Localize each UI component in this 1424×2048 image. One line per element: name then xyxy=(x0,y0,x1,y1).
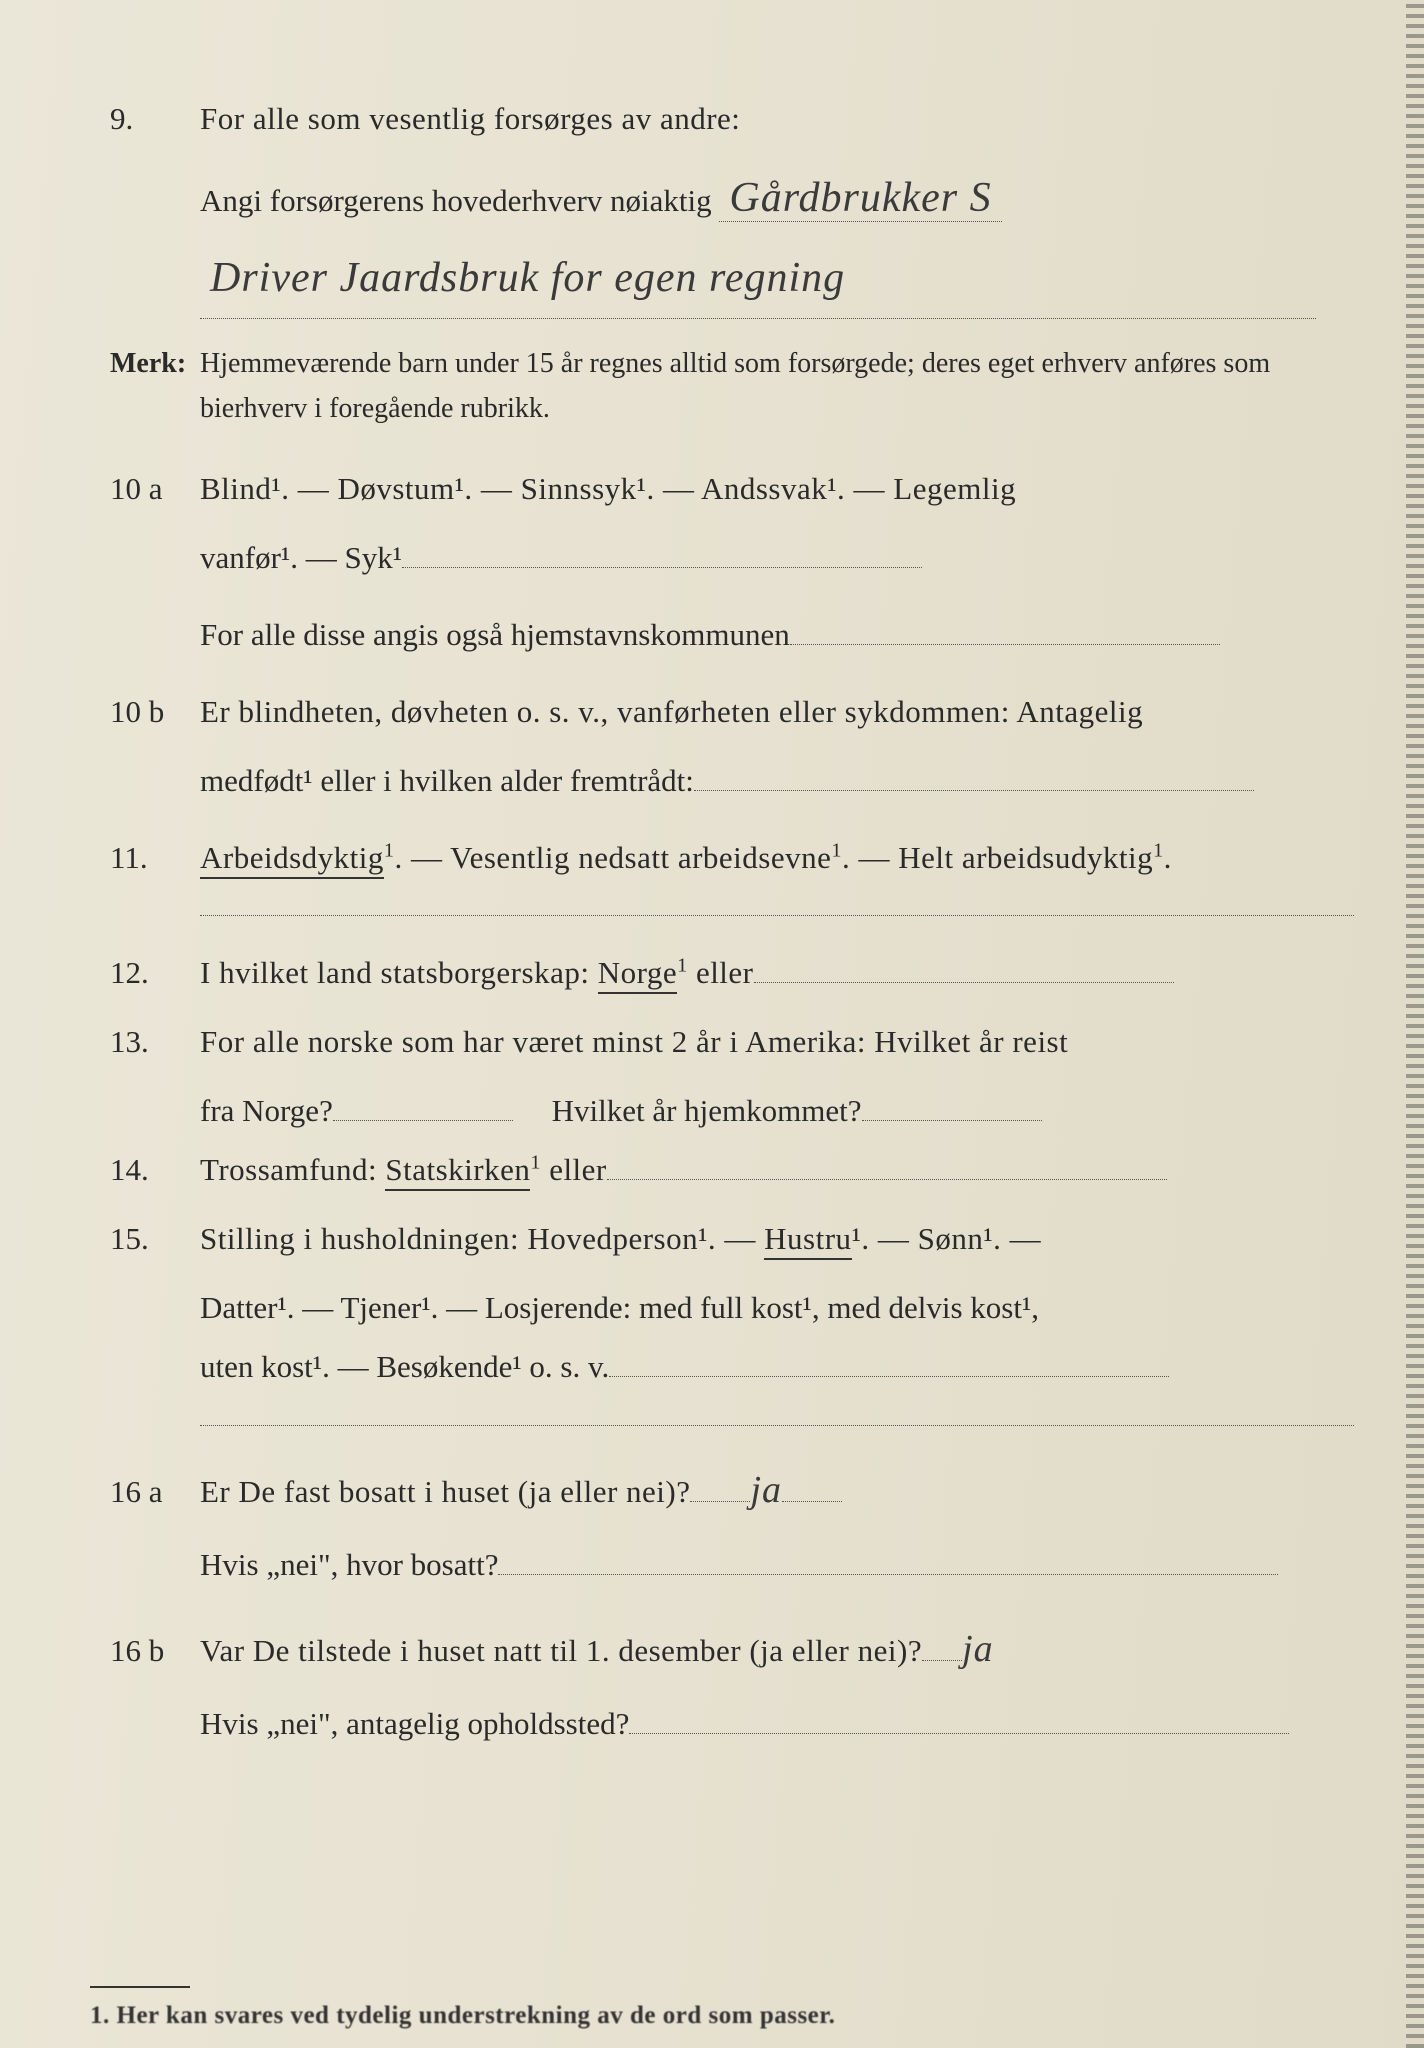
q16a-number: 16 a xyxy=(110,1463,200,1522)
q9-handwritten-2: Driver Jaardsbruk for egen regning xyxy=(200,239,1316,320)
q10a-line3-wrap: For alle disse angis også hjemstavnskomm… xyxy=(200,606,1354,665)
q16a-line2: Hvis „nei", hvor bosatt? xyxy=(200,1547,498,1582)
census-form-page: 9. For alle som vesentlig forsørges av a… xyxy=(0,0,1424,2048)
q15-line1b: ¹. — Sønn¹. — xyxy=(852,1221,1042,1256)
q11-body: Arbeidsdyktig1. — Vesentlig nedsatt arbe… xyxy=(200,829,1354,888)
footnote-text: 1. Her kan svares ved tydelig understrek… xyxy=(90,2002,835,2030)
q10b-line2: medfødt¹ eller i hvilken alder fremtrådt… xyxy=(200,763,694,798)
q16b-number: 16 b xyxy=(110,1622,200,1681)
q10a-opts2a: vanfør¹. — Syk¹ xyxy=(200,540,402,575)
q13-fra: fra Norge? xyxy=(200,1093,333,1128)
q10a-number: 10 a xyxy=(110,460,200,519)
divider-2 xyxy=(200,1425,1354,1426)
q15-line3: uten kost¹. — Besøkende¹ o. s. v. xyxy=(200,1349,609,1384)
q10a-opts2: vanfør¹. — Syk¹ xyxy=(200,529,1354,588)
q13-line1: For alle norske som har været minst 2 år… xyxy=(200,1013,1354,1072)
q14-row: 14. Trossamfund: Statskirken1 eller xyxy=(110,1141,1354,1200)
q14-pre: Trossamfund: xyxy=(200,1152,385,1187)
q16a-body: Er De fast bosatt i huset (ja eller nei)… xyxy=(200,1454,1354,1526)
q9-handwritten-1: Gårdbrukker S xyxy=(719,175,1001,222)
q16b-answer: ja xyxy=(962,1628,994,1670)
q12-row: 12. I hvilket land statsborgerskap: Norg… xyxy=(110,944,1354,1003)
q12-pre: I hvilket land statsborgerskap: xyxy=(200,955,598,990)
q15-number: 15. xyxy=(110,1210,200,1269)
q12-body: I hvilket land statsborgerskap: Norge1 e… xyxy=(200,944,1354,1003)
q15-line1: Stilling i husholdningen: Hovedperson¹. … xyxy=(200,1210,1354,1269)
q10a-row: 10 a Blind¹. — Døvstum¹. — Sinnssyk¹. — … xyxy=(110,460,1354,519)
q16b-row: 16 b Var De tilstede i huset natt til 1.… xyxy=(110,1613,1354,1685)
q9-row1: 9. For alle som vesentlig forsørges av a… xyxy=(110,90,1354,149)
q15-line3-wrap: uten kost¹. — Besøkende¹ o. s. v. xyxy=(200,1338,1354,1397)
q13-line2: fra Norge? Hvilket år hjemkommet? xyxy=(200,1082,1354,1141)
q16b-line2-wrap: Hvis „nei", antagelig opholdssted? xyxy=(200,1695,1354,1754)
q13-row: 13. For alle norske som har været minst … xyxy=(110,1013,1354,1072)
q16b-body: Var De tilstede i huset natt til 1. dese… xyxy=(200,1613,1354,1685)
q10b-line1: Er blindheten, døvheten o. s. v., vanfør… xyxy=(200,683,1354,742)
merk-row: Merk: Hjemmeværende barn under 15 år reg… xyxy=(110,337,1354,432)
q9-text2: Angi forsørgerens hovederhverv nøiaktig xyxy=(200,183,712,218)
q14-body: Trossamfund: Statskirken1 eller xyxy=(200,1141,1354,1200)
q9-number: 9. xyxy=(110,90,200,149)
q10a-line3: For alle disse angis også hjemstavnskomm… xyxy=(200,617,790,652)
q11-row: 11. Arbeidsdyktig1. — Vesentlig nedsatt … xyxy=(110,829,1354,888)
q11-number: 11. xyxy=(110,829,200,888)
q12-norge: Norge xyxy=(598,955,677,994)
q9-text1: For alle som vesentlig forsørges av andr… xyxy=(200,101,740,136)
q11-opt-c: Helt arbeidsudyktig xyxy=(898,840,1153,875)
q10b-line2-wrap: medfødt¹ eller i hvilken alder fremtrådt… xyxy=(200,752,1354,811)
q12-post: eller xyxy=(696,955,754,990)
q9-line3: Driver Jaardsbruk for egen regning xyxy=(200,239,1354,320)
q16a-line2-wrap: Hvis „nei", hvor bosatt? xyxy=(200,1536,1354,1595)
merk-label: Merk: xyxy=(110,337,200,390)
q16b-q: Var De tilstede i huset natt til 1. dese… xyxy=(200,1633,922,1668)
q15-line1a: Stilling i husholdningen: Hovedperson¹. … xyxy=(200,1221,764,1256)
q10a-opts: Blind¹. — Døvstum¹. — Sinnssyk¹. — Andss… xyxy=(200,460,1354,519)
q13-number: 13. xyxy=(110,1013,200,1072)
q16a-answer: ja xyxy=(750,1469,782,1511)
q14-number: 14. xyxy=(110,1141,200,1200)
q14-post: eller xyxy=(549,1152,607,1187)
q13-hjem: Hvilket år hjemkommet? xyxy=(552,1093,862,1128)
q9-line2: Angi forsørgerens hovederhverv nøiaktig … xyxy=(200,159,1354,239)
q11-opt-a: Arbeidsdyktig xyxy=(200,840,384,879)
q9-line1: For alle som vesentlig forsørges av andr… xyxy=(200,90,1354,149)
q15-row: 15. Stilling i husholdningen: Hovedperso… xyxy=(110,1210,1354,1269)
q15-line2: Datter¹. — Tjener¹. — Losjerende: med fu… xyxy=(200,1279,1354,1338)
q11-opt-b: Vesentlig nedsatt arbeidsevne xyxy=(450,840,831,875)
scan-edge-artifact xyxy=(1406,0,1424,2048)
q15-hustru: Hustru xyxy=(764,1221,851,1260)
divider-1 xyxy=(200,915,1354,916)
q16a-row: 16 a Er De fast bosatt i huset (ja eller… xyxy=(110,1454,1354,1526)
q14-stat: Statskirken xyxy=(385,1152,530,1191)
q10b-number: 10 b xyxy=(110,683,200,742)
footnote-rule xyxy=(90,1986,190,1988)
q10b-row: 10 b Er blindheten, døvheten o. s. v., v… xyxy=(110,683,1354,742)
q16a-q: Er De fast bosatt i huset (ja eller nei)… xyxy=(200,1474,690,1509)
q12-number: 12. xyxy=(110,944,200,1003)
merk-text: Hjemmeværende barn under 15 år regnes al… xyxy=(200,342,1354,432)
q16b-line2: Hvis „nei", antagelig opholdssted? xyxy=(200,1706,629,1741)
